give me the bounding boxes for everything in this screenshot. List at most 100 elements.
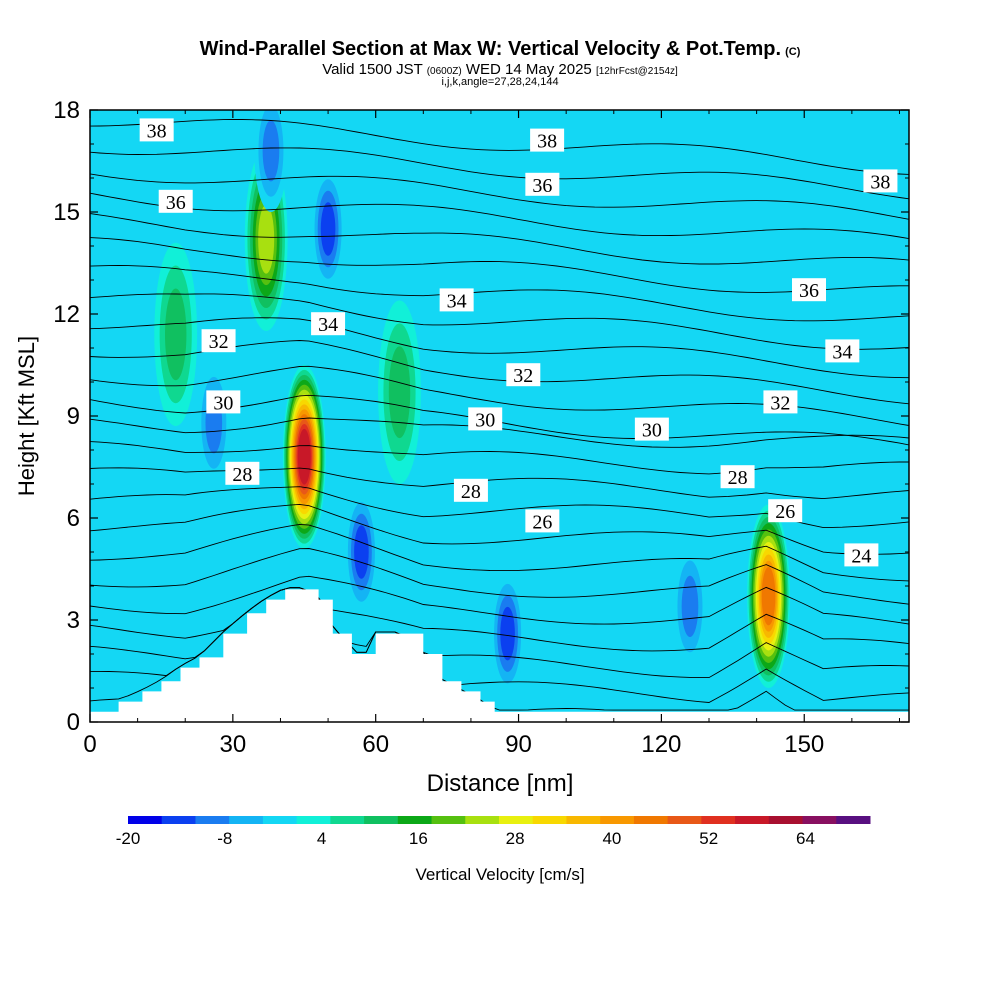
vertical-velocity-field	[90, 110, 909, 722]
field-level	[761, 566, 776, 626]
theta-contour-line	[90, 265, 909, 322]
colorbar-tick-label: -8	[217, 829, 232, 848]
theta-contour-label: 30	[634, 417, 669, 442]
x-tick-label: 60	[362, 731, 389, 758]
downdraft-core	[311, 167, 345, 291]
valid-date: WED 14 May 2025	[465, 61, 592, 78]
theta-label-text: 28	[728, 467, 748, 489]
theta-contour-label: 28	[720, 465, 755, 489]
colorbar-swatch	[836, 816, 871, 824]
updraft-core	[378, 300, 421, 485]
y-tick-label: 15	[53, 199, 80, 226]
y-tick-label: 0	[67, 709, 80, 736]
label-box	[530, 128, 565, 152]
x-tick-label: 30	[219, 731, 246, 758]
y-tick-label: 18	[53, 97, 80, 124]
theta-contour-label: 32	[506, 363, 541, 387]
theta-contour-line	[90, 587, 909, 679]
colorbar-swatch	[768, 816, 804, 824]
label-box	[525, 172, 560, 196]
theta-contour-labels: 38 38 38 36 36 36 34 34 34 32 32 32 30 30 30 28 28 28 26 26…	[139, 118, 898, 567]
theta-contour-label: 26	[768, 499, 803, 523]
theta-label-text: 30	[642, 420, 662, 442]
x-tick-label: 150	[784, 731, 824, 758]
label-box	[225, 461, 260, 485]
theta-contour-line	[90, 548, 909, 605]
theta-contour-line	[90, 119, 909, 175]
theta-label-text: 32	[209, 331, 229, 353]
theta-label-text: 38	[147, 120, 167, 142]
y-axis-label: Height [Kft MSL]	[14, 336, 39, 496]
theta-contour-label: 38	[530, 128, 565, 153]
colorbar-swatch	[397, 816, 433, 824]
theta-label-text: 38	[870, 171, 890, 193]
theta-contour-label: 34	[439, 288, 474, 312]
colorbar-swatch	[633, 816, 669, 824]
field-level	[500, 606, 515, 661]
y-tick-label: 6	[67, 505, 80, 532]
chart-subtitle: Valid 1500 JST (0600Z) WED 14 May 2025 […	[0, 61, 1000, 78]
theta-contour-line	[90, 213, 909, 265]
theta-contour-label: 38	[863, 169, 898, 193]
colorbar-swatch	[431, 816, 466, 824]
downdraft-core	[673, 545, 707, 668]
theta-contour-label: 38	[139, 118, 174, 142]
field-level	[681, 575, 699, 638]
label-box	[720, 465, 755, 489]
colorbar-swatch	[229, 816, 264, 824]
valid-time: Valid 1500 JST	[322, 61, 423, 78]
label-box	[763, 390, 798, 414]
label-box	[206, 390, 241, 414]
theta-contour-label: 28	[453, 478, 488, 503]
theta-contour-line	[90, 503, 909, 555]
theta-contour-label: 32	[763, 390, 798, 414]
theta-label-text: 26	[775, 501, 795, 523]
colorbar-tick-label: 40	[602, 829, 621, 848]
theta-contour-line	[90, 237, 909, 293]
x-tick-label: 120	[641, 731, 681, 758]
theta-contour-line	[90, 523, 909, 582]
theta-contour-label: 28	[225, 461, 260, 486]
label-box	[863, 169, 898, 193]
theta-label-text: 32	[513, 365, 533, 387]
colorbar-swatch	[465, 816, 500, 824]
theta-label-text: 30	[213, 392, 233, 414]
theta-label-text: 34	[447, 290, 467, 312]
updraft-core	[154, 242, 198, 427]
theta-label-text: 36	[799, 280, 819, 302]
field-level	[354, 525, 369, 579]
colorbar-swatch	[532, 816, 567, 824]
colorbar-label: Vertical Velocity [cm/s]	[415, 865, 584, 884]
label-box	[468, 407, 503, 431]
theta-contour-line	[90, 587, 909, 652]
colorbar-swatch	[128, 816, 163, 824]
y-tick-label: 3	[67, 607, 80, 634]
colorbar-tick-label: 28	[506, 829, 525, 848]
colorbar-tick-label: 52	[699, 829, 718, 848]
x-tick-label: 0	[83, 731, 96, 758]
field-level	[320, 202, 336, 256]
theta-contour-label: 36	[792, 278, 827, 302]
theta-contour-label: 36	[525, 172, 560, 197]
label-box	[311, 312, 346, 336]
theta-label-text: 38	[537, 131, 557, 153]
theta-label-text: 34	[318, 314, 338, 336]
colorbar-swatch	[330, 816, 365, 824]
colorbar-swatch	[600, 816, 635, 824]
label-box	[158, 189, 193, 213]
theta-label-text: 28	[461, 481, 481, 503]
terrain	[90, 589, 909, 722]
theta-label-text: 36	[532, 175, 552, 197]
label-box	[792, 278, 827, 302]
theta-contour-line	[90, 317, 909, 379]
theta-label-text: 32	[770, 392, 790, 414]
label-box	[201, 329, 236, 353]
y-tick-label: 9	[67, 403, 80, 430]
valid-time-zulu: (0600Z)	[426, 66, 462, 77]
theta-label-text: 24	[851, 545, 871, 567]
colorbar-swatch	[499, 816, 534, 824]
copyright-tag: (C)	[785, 46, 801, 58]
colorbar-swatch	[802, 816, 837, 824]
theta-contour-line	[90, 192, 909, 240]
